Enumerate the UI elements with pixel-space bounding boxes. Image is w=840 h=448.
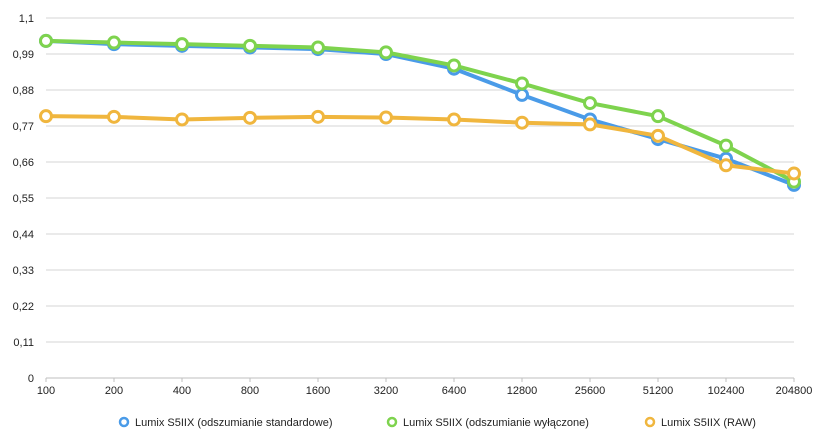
data-point [583, 96, 597, 111]
data-point [243, 110, 257, 125]
series-line [44, 114, 796, 176]
data-point [311, 109, 325, 124]
x-tick-label: 6400 [442, 385, 466, 397]
data-point [39, 33, 53, 48]
y-tick-label: 0,77 [13, 121, 34, 133]
x-tick-label: 200 [105, 385, 123, 397]
data-point [379, 45, 393, 60]
data-point [39, 109, 53, 124]
data-point [515, 76, 529, 91]
x-tick-label: 25600 [575, 385, 606, 397]
data-point [447, 112, 461, 127]
data-point [719, 138, 733, 153]
legend-item: Lumix S5IIX (odszumianie standardowe) [118, 416, 332, 429]
series-line [44, 38, 796, 187]
legend-marker [386, 416, 398, 428]
data-point [515, 115, 529, 130]
data-point [107, 109, 121, 124]
x-tick-label: 1600 [306, 385, 330, 397]
x-tick-label: 800 [241, 385, 259, 397]
x-tick-label: 100 [37, 385, 55, 397]
legend-label: Lumix S5IIX (odszumianie wyłączone) [403, 417, 589, 429]
legend: Lumix S5IIX (odszumianie standardowe) Lum… [118, 416, 756, 429]
x-tick-label: 51200 [643, 385, 674, 397]
y-tick-label: 0,88 [13, 85, 34, 97]
data-point [379, 110, 393, 125]
x-axis-ticks: 100 200 400 800 1600 3200 6400 12800 25600 51200 1… [37, 378, 813, 397]
data-point [447, 58, 461, 73]
legend-marker [118, 416, 130, 428]
data-point [175, 112, 189, 127]
x-tick-label: 204800 [776, 385, 813, 397]
y-tick-label: 0,55 [13, 193, 34, 205]
legend-label: Lumix S5IIX (odszumianie standardowe) [135, 417, 332, 429]
gridlines [46, 17, 794, 379]
data-point [243, 38, 257, 53]
y-tick-label: 0,33 [13, 265, 34, 277]
x-tick-label: 400 [173, 385, 191, 397]
data-point [583, 117, 597, 132]
y-tick-label: 1,1 [19, 13, 34, 25]
data-point [515, 87, 529, 102]
legend-marker [644, 416, 656, 428]
data-point [651, 128, 665, 143]
series-3 [39, 109, 801, 181]
y-axis-ticks: 0 0,11 0,22 0,33 0,44 0,55 0,66 0,77 0,88 0,99 1,1 [13, 13, 34, 385]
y-tick-label: 0 [28, 373, 34, 385]
data-point [651, 109, 665, 124]
legend-item: Lumix S5IIX (RAW) [644, 416, 756, 429]
series-2 [39, 33, 801, 189]
x-tick-label: 3200 [374, 385, 398, 397]
y-tick-label: 0,99 [13, 49, 34, 61]
x-tick-label: 102400 [708, 385, 745, 397]
series-line [44, 38, 796, 184]
data-point [175, 37, 189, 52]
y-tick-label: 0,22 [13, 301, 34, 313]
data-point [787, 166, 801, 181]
series-lines [39, 33, 801, 192]
y-tick-label: 0,66 [13, 157, 34, 169]
data-point [107, 35, 121, 50]
y-tick-label: 0,11 [13, 337, 34, 349]
legend-item: Lumix S5IIX (odszumianie wyłączone) [386, 416, 589, 429]
x-tick-label: 12800 [507, 385, 538, 397]
legend-label: Lumix S5IIX (RAW) [661, 417, 756, 429]
data-point [719, 158, 733, 173]
data-point [311, 40, 325, 55]
y-tick-label: 0,44 [13, 229, 34, 241]
